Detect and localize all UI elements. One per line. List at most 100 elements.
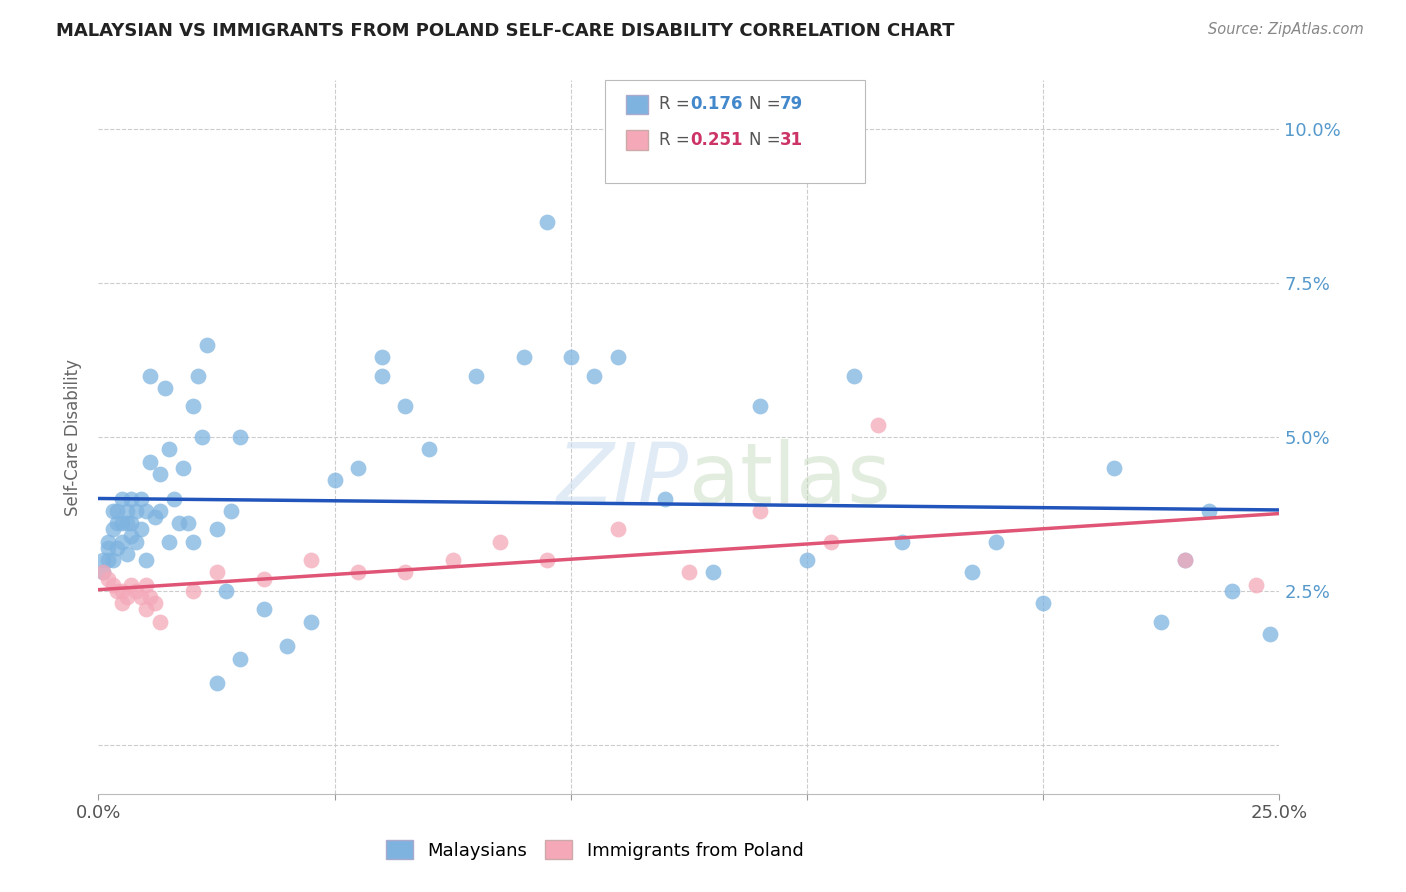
Point (1032, 596, 1054, 610)
Point (229, 651, 252, 665)
Point (187, 368, 209, 383)
Point (1174, 553, 1197, 567)
Point (143, 596, 166, 610)
Point (125, 583, 148, 598)
Point (121, 516, 143, 531)
Point (702, 566, 724, 580)
Text: ZIP: ZIP (557, 440, 689, 520)
Point (536, 553, 558, 567)
Point (121, 578, 143, 592)
Point (129, 491, 152, 506)
Point (163, 491, 186, 506)
Point (101, 504, 124, 518)
Point (394, 400, 416, 414)
Point (1220, 583, 1243, 598)
Point (205, 522, 228, 536)
Point (512, 350, 534, 364)
Point (1102, 460, 1125, 475)
Point (1258, 627, 1281, 641)
Point (181, 534, 204, 549)
Point (866, 417, 889, 432)
Point (371, 350, 394, 364)
Point (101, 553, 124, 567)
Point (139, 455, 162, 469)
Point (181, 400, 204, 414)
Point (111, 534, 134, 549)
Y-axis label: Self-Care Disability: Self-Care Disability (65, 359, 83, 516)
Point (105, 504, 128, 518)
Point (962, 566, 984, 580)
Point (299, 553, 322, 567)
Point (890, 534, 912, 549)
Point (371, 368, 394, 383)
Point (172, 460, 194, 475)
Point (536, 215, 558, 229)
Point (195, 338, 218, 352)
Point (678, 566, 700, 580)
Point (97, 541, 120, 555)
Point (115, 590, 138, 604)
Point (583, 368, 606, 383)
Point (219, 504, 242, 518)
Text: 79: 79 (780, 95, 804, 113)
Point (115, 547, 138, 561)
Point (748, 504, 770, 518)
Legend: Malaysians, Immigrants from Poland: Malaysians, Immigrants from Poland (378, 833, 810, 867)
Point (91, 566, 114, 580)
Point (844, 368, 866, 383)
Point (121, 528, 143, 542)
Point (489, 534, 512, 549)
Point (984, 534, 1007, 549)
Text: 0.176: 0.176 (690, 95, 742, 113)
Text: MALAYSIAN VS IMMIGRANTS FROM POLAND SELF-CARE DISABILITY CORRELATION CHART: MALAYSIAN VS IMMIGRANTS FROM POLAND SELF… (56, 22, 955, 40)
Point (125, 504, 148, 518)
Point (97, 572, 120, 586)
Text: N =: N = (749, 131, 786, 149)
Point (111, 491, 134, 506)
Point (91, 566, 114, 580)
Point (347, 460, 370, 475)
Point (205, 676, 228, 690)
Point (153, 381, 176, 395)
Point (167, 516, 190, 531)
Point (253, 572, 276, 586)
Point (796, 553, 818, 567)
Point (135, 553, 157, 567)
Point (115, 516, 138, 531)
Point (129, 590, 152, 604)
Point (91, 553, 114, 567)
Point (347, 566, 370, 580)
Point (105, 541, 128, 555)
Text: 0.251: 0.251 (690, 131, 742, 149)
Point (1198, 504, 1220, 518)
Point (323, 473, 346, 487)
Text: N =: N = (749, 95, 786, 113)
Point (139, 368, 162, 383)
Point (149, 467, 172, 481)
Text: 31: 31 (780, 131, 803, 149)
Point (97, 534, 120, 549)
Point (748, 400, 770, 414)
Point (97, 553, 120, 567)
Point (1244, 578, 1267, 592)
Point (205, 566, 228, 580)
Point (253, 602, 276, 616)
Point (149, 615, 172, 629)
Point (1150, 615, 1173, 629)
Point (101, 578, 124, 592)
Point (191, 430, 214, 444)
Point (1174, 553, 1197, 567)
Point (105, 583, 128, 598)
Point (157, 442, 180, 457)
Point (820, 534, 842, 549)
Point (115, 504, 138, 518)
Point (111, 516, 134, 531)
Text: atlas: atlas (689, 440, 890, 520)
Point (394, 566, 416, 580)
Point (135, 504, 157, 518)
Point (276, 639, 298, 653)
Point (418, 442, 440, 457)
Point (101, 522, 124, 536)
Text: Source: ZipAtlas.com: Source: ZipAtlas.com (1208, 22, 1364, 37)
Point (125, 534, 148, 549)
